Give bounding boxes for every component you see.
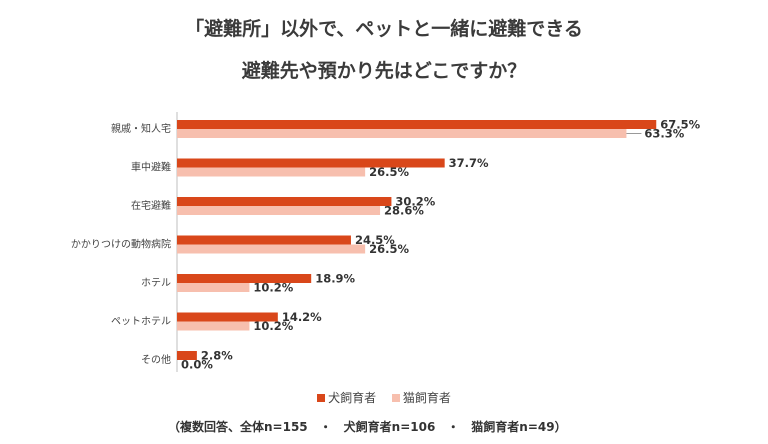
bar-dog (177, 197, 392, 206)
bar-dog (177, 312, 278, 322)
chart-title-line-2: 避難先や預かり先はどこですか？ (241, 60, 527, 82)
legend-item-cat: 猫飼育者 (391, 389, 451, 406)
category-label: その他 (141, 353, 171, 366)
legend-label-dog: 犬飼育者 (328, 391, 377, 405)
data-label-dog: 18.9% (315, 272, 355, 286)
bar-dog (177, 235, 351, 245)
category-label: 車中避難 (131, 161, 171, 174)
bar-cat (177, 129, 627, 138)
bar-dog (177, 120, 657, 129)
category-label: 在宅避難 (131, 199, 171, 212)
data-label-cat: 10.2% (253, 281, 293, 295)
data-label-dog: 14.2% (282, 310, 322, 324)
data-label-cat: 0.0% (181, 358, 213, 372)
data-label-cat: 26.5% (369, 242, 409, 256)
legend-label-cat: 猫飼育者 (402, 391, 451, 405)
data-label-cat: 63.3% (644, 127, 684, 141)
bar-cat (177, 283, 250, 292)
category-label: ホテル (141, 277, 171, 289)
data-label-cat: 10.2% (253, 319, 293, 333)
legend: 犬飼育者 猫飼育者 (0, 389, 768, 406)
legend-swatch-cat (391, 394, 400, 402)
data-label-dog: 2.8% (201, 349, 233, 363)
data-label-cat: 28.6% (384, 204, 424, 218)
legend-item-dog: 犬飼育者 (317, 389, 376, 406)
bar-dog (177, 158, 445, 168)
bar-cat (177, 167, 366, 177)
data-label-cat: 26.5% (369, 165, 409, 179)
legend-swatch-dog (317, 394, 326, 402)
data-label-dog: 24.5% (355, 233, 395, 247)
category-label: 親戚・知人宅 (111, 122, 171, 135)
chart-title-line-1: 「避難所」以外で、ペットと一緒に避難できる (185, 18, 583, 40)
data-label-dog: 67.5% (660, 118, 700, 132)
category-label: かかりつけの動物病院 (71, 238, 171, 251)
bar-dog (177, 274, 312, 283)
category-label: ペットホテル (111, 316, 171, 328)
bar-cat (177, 321, 250, 331)
bar-dog (177, 351, 197, 360)
bar-cat (177, 206, 381, 215)
bar-cat (177, 244, 366, 254)
data-label-dog: 30.2% (395, 195, 435, 209)
sample-size-note: （複数回答、全体n=155 ・ 犬飼育者n=106 ・ 猫飼育者n=49） (168, 420, 567, 434)
data-label-dog: 37.7% (449, 156, 489, 170)
